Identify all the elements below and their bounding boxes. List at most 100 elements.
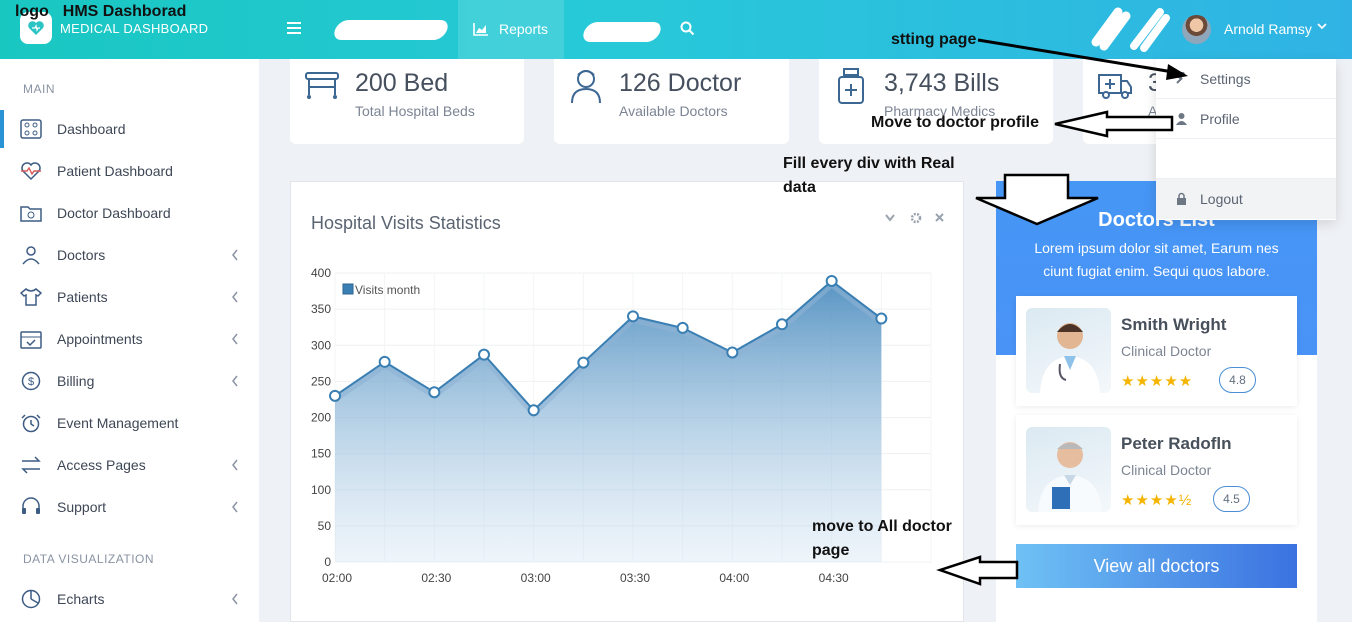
- chevron-left-icon: [232, 501, 238, 513]
- sidebar-section-main: MAIN: [23, 82, 55, 96]
- sidebar-item-label: Doctors: [57, 247, 106, 263]
- sidebar-item-billing[interactable]: $ Billing: [0, 361, 259, 401]
- x-tick-label: 02:00: [322, 571, 352, 585]
- sidebar-item-patients[interactable]: Patients: [0, 277, 259, 317]
- sidebar-item-label: Support: [57, 499, 107, 515]
- stat-card-ambulance: 3 A: [1083, 59, 1163, 144]
- stat-card-beds: 200 Bed Total Hospital Beds: [290, 59, 524, 144]
- doctor-name[interactable]: Smith Wright: [1121, 315, 1227, 334]
- sidebar-item-doctors[interactable]: Doctors: [0, 235, 259, 275]
- sidebar-item-doctor-dashboard[interactable]: Doctor Dashboard: [0, 193, 259, 233]
- y-tick-label: 250: [311, 374, 331, 388]
- redacted-mark: [331, 20, 451, 40]
- data-point: [527, 404, 540, 417]
- y-tick-label: 350: [311, 302, 331, 316]
- doctors-list-panel: Doctors List Lorem ipsum dolor sit amet,…: [996, 181, 1317, 622]
- sidebar-item-label: Doctor Dashboard: [57, 205, 171, 221]
- sidebar-item-dashboard[interactable]: Dashboard: [0, 109, 259, 149]
- svg-text:$: $: [28, 376, 34, 388]
- annotation-doctor-profile: Move to doctor profile: [871, 114, 1039, 131]
- heart-logo-icon: [28, 21, 44, 35]
- doctor-photo: [1026, 427, 1111, 512]
- annotation-setting-page: stting page: [891, 31, 977, 48]
- sidebar-item-support[interactable]: Support: [0, 487, 259, 527]
- series-shadow: [333, 281, 883, 418]
- chevron-left-icon: [232, 375, 238, 387]
- y-tick-label: 300: [311, 338, 331, 352]
- panel-tools: [885, 212, 944, 224]
- rating-badge: 4.8: [1219, 367, 1256, 393]
- sidebar-section-visualization: DATA VISUALIZATION: [23, 552, 155, 566]
- wrench-icon: [1176, 72, 1186, 84]
- logo-annotation: logo HMS Dashborad: [15, 3, 187, 20]
- dropdown-logout[interactable]: Logout: [1156, 179, 1336, 219]
- doctor-card[interactable]: Peter Radofln Clinical Doctor ★★★★½ 4.5: [1016, 415, 1297, 525]
- y-tick-label: 200: [311, 411, 331, 425]
- y-tick-label: 400: [311, 266, 331, 280]
- doctor-name[interactable]: Peter Radofln: [1121, 434, 1232, 453]
- chevron-down-icon[interactable]: [1317, 22, 1327, 30]
- sidebar-item-label: Dashboard: [57, 121, 126, 137]
- doctor-portrait-icon: [1038, 442, 1102, 512]
- collapse-icon[interactable]: [885, 214, 895, 222]
- doctor-photo: [1026, 308, 1111, 393]
- sidebar-item-event-management[interactable]: Event Management: [0, 403, 259, 443]
- stat-value: 126 Doctor: [619, 69, 742, 97]
- stat-card-doctors: 126 Doctor Available Doctors: [554, 59, 789, 144]
- x-tick-label: 03:00: [521, 571, 551, 585]
- sidebar-item-label: Billing: [57, 373, 95, 389]
- sidebar-item-label: Patient Dashboard: [57, 163, 173, 179]
- stat-label: Total Hospital Beds: [355, 103, 475, 119]
- user-dropdown-menu: Settings Profile Logout: [1156, 59, 1336, 220]
- x-tick-label: 02:30: [421, 571, 451, 585]
- user-icon: [1176, 113, 1187, 125]
- menu-toggle-button[interactable]: [285, 20, 303, 38]
- dropdown-empty: [1156, 139, 1336, 179]
- dropdown-profile[interactable]: Profile: [1156, 99, 1336, 139]
- data-point: [478, 348, 490, 361]
- sidebar-item-label: Patients: [57, 289, 108, 305]
- sidebar-item-label: Event Management: [57, 415, 179, 431]
- star-rating: ★★★★★: [1121, 373, 1194, 390]
- view-all-doctors-button[interactable]: View all doctors: [1016, 544, 1297, 588]
- sidebar-item-access-pages[interactable]: Access Pages: [0, 445, 259, 485]
- reports-label: Reports: [499, 21, 549, 37]
- star-rating: ★★★★½: [1121, 492, 1193, 509]
- doctor-card[interactable]: Smith Wright Clinical Doctor ★★★★★ 4.8: [1016, 296, 1297, 406]
- ambulance-icon: [1098, 74, 1132, 99]
- annotation-fill-data: Fill every div with Real data: [783, 155, 955, 196]
- top-navbar: MEDICAL DASHBOARD Reports Arnold Ramsy: [0, 0, 1352, 59]
- data-point: [378, 355, 391, 368]
- search-icon[interactable]: [680, 21, 695, 36]
- sidebar-item-appointments[interactable]: Appointments: [0, 319, 259, 359]
- redacted-scribble: [1091, 7, 1170, 52]
- chevron-left-icon: [232, 459, 238, 471]
- user-name[interactable]: Arnold Ramsy: [1224, 21, 1312, 37]
- sidebar-item-patient-dashboard[interactable]: Patient Dashboard: [0, 151, 259, 191]
- dropdown-label: Profile: [1200, 111, 1240, 127]
- user-avatar[interactable]: [1182, 15, 1211, 44]
- rating-badge: 4.5: [1213, 486, 1250, 512]
- series-line: [334, 279, 882, 412]
- close-icon[interactable]: [935, 213, 944, 222]
- gear-icon[interactable]: [910, 212, 922, 224]
- chevron-left-icon: [232, 593, 238, 605]
- data-point: [329, 389, 341, 402]
- sidebar-item-label: Appointments: [57, 331, 143, 347]
- sidebar-item-echarts[interactable]: Echarts: [0, 579, 259, 619]
- hospital-visits-panel: Hospital Visits Statistics 0 50 100 150 200 2…: [290, 181, 964, 622]
- stat-label: Pharmacy Medics: [884, 103, 996, 119]
- doctor-portrait-icon: [1040, 323, 1100, 393]
- dropdown-settings[interactable]: Settings: [1156, 59, 1336, 99]
- stat-value: 3,743 Bills: [884, 69, 1000, 97]
- brand-subtitle: MEDICAL DASHBOARD: [60, 21, 209, 36]
- x-tick-label: 04:30: [819, 571, 849, 585]
- chevron-left-icon: [232, 333, 238, 345]
- x-tick-label: 04:00: [719, 571, 749, 585]
- annotation-all-doctors: move to All doctor page: [812, 518, 952, 559]
- patient-shirt-icon: [20, 288, 42, 306]
- reports-tab[interactable]: Reports: [458, 0, 564, 59]
- logo[interactable]: [20, 12, 52, 44]
- bed-icon: [305, 72, 339, 99]
- folder-icon: [20, 206, 42, 222]
